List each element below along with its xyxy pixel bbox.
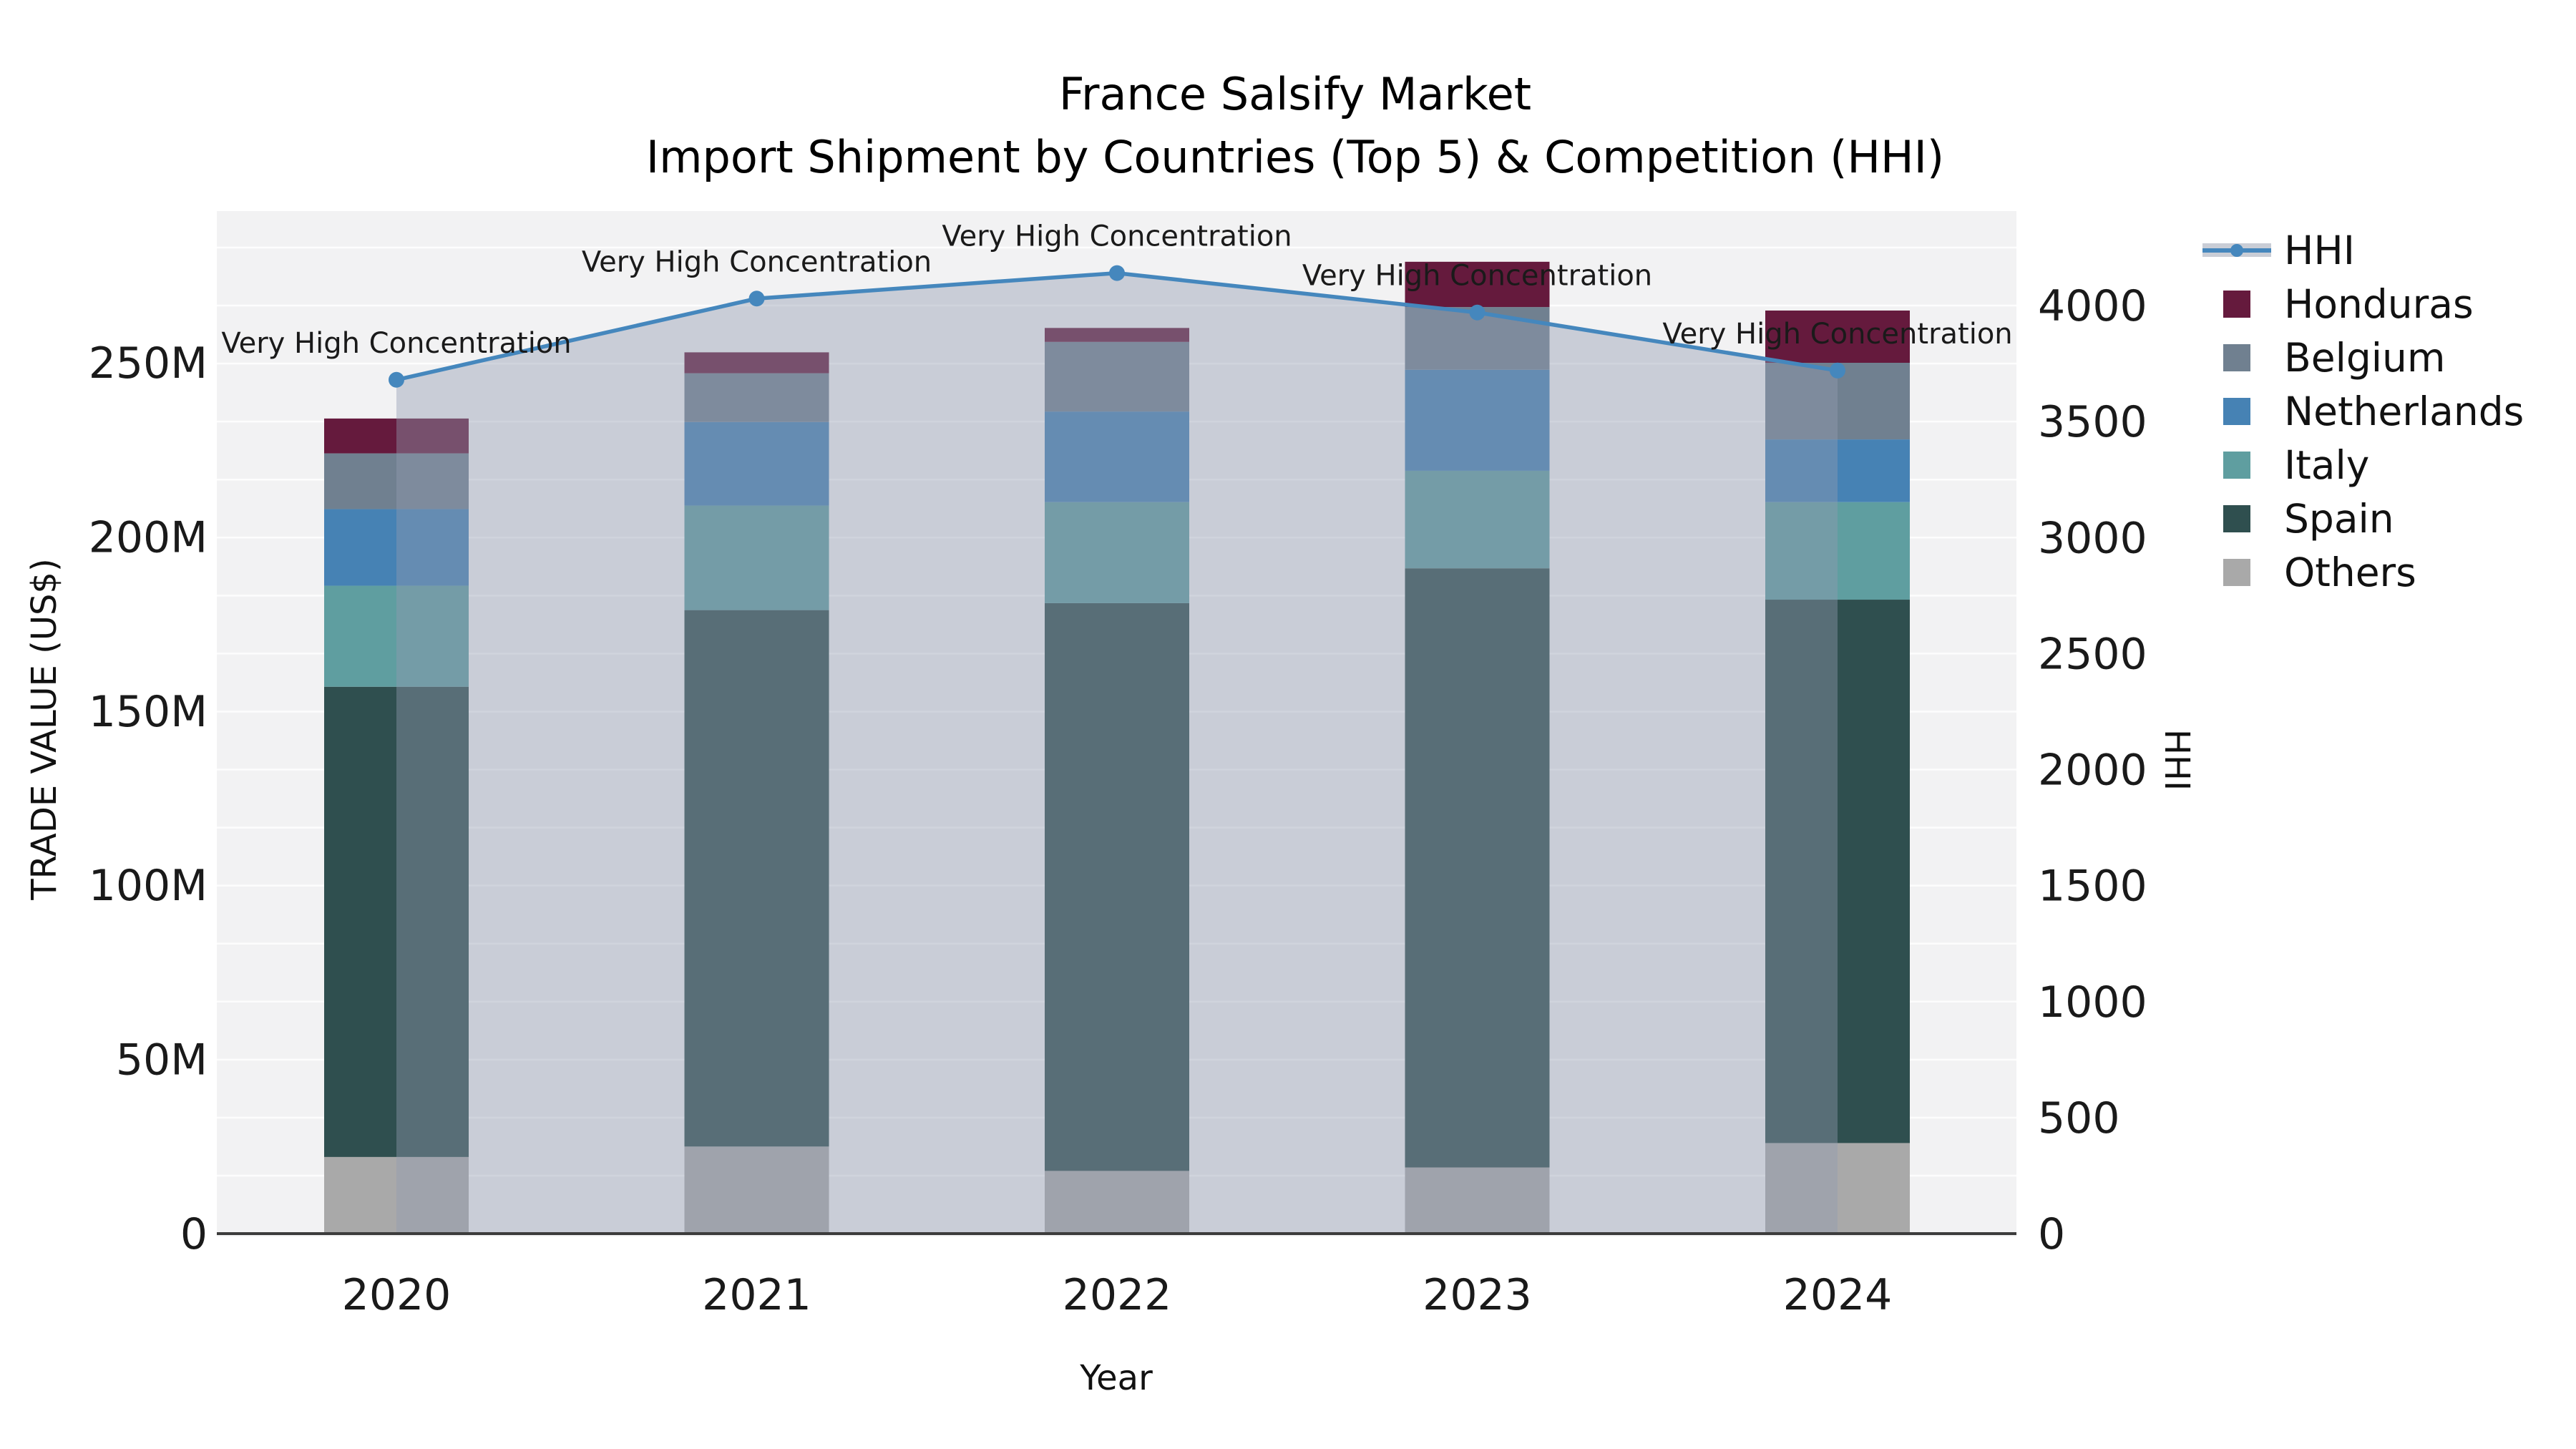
annotation-2021: Very High Concentration xyxy=(582,245,932,278)
legend-item-netherlands: Netherlands xyxy=(2202,384,2524,438)
legend-swatch-icon xyxy=(2202,331,2271,384)
legend-line-sample-icon xyxy=(2202,223,2271,277)
y-axis-title-left: TRADE VALUE (US$) xyxy=(24,558,64,900)
x-tick-2023: 2023 xyxy=(1423,1270,1532,1320)
y-right-tick-3000: 3000 xyxy=(2038,513,2147,563)
x-tick-2022: 2022 xyxy=(1063,1270,1172,1320)
bar-segment-2024-honduras xyxy=(1765,310,1910,363)
y-left-tick-0: 0 xyxy=(180,1209,208,1259)
legend-swatch-icon xyxy=(2202,384,2271,438)
bar-segment-2020-italy xyxy=(324,585,469,687)
bar-segment-2021-others xyxy=(684,1146,829,1234)
legend-label: Spain xyxy=(2284,495,2394,542)
legend-swatch-icon xyxy=(2202,438,2271,492)
bar-segment-2022-netherlands xyxy=(1045,411,1189,502)
legend-color-swatch xyxy=(2223,558,2250,586)
legend: HHI Honduras Belgium Netherlands Italy Spain O… xyxy=(2202,223,2524,599)
y-left-tick-250M: 250M xyxy=(89,338,208,389)
y-left-tick-150M: 150M xyxy=(89,687,208,737)
annotation-2023: Very High Concentration xyxy=(1302,260,1652,293)
hhi-point-2022 xyxy=(1109,265,1125,281)
legend-color-swatch xyxy=(2223,504,2250,532)
hhi-area-fill xyxy=(396,273,1838,1234)
legend-swatch-icon xyxy=(2202,545,2271,599)
legend-color-swatch xyxy=(2223,343,2250,371)
legend-item-others: Others xyxy=(2202,545,2524,599)
legend-color-swatch xyxy=(2223,290,2250,318)
bar-segment-2020-others xyxy=(324,1156,469,1234)
y-right-tick-4000: 4000 xyxy=(2038,281,2147,331)
y-left-tick-200M: 200M xyxy=(89,512,208,562)
legend-label: Others xyxy=(2284,549,2416,595)
bar-segment-2023-honduras xyxy=(1405,261,1550,308)
bar-segment-2022-belgium xyxy=(1045,341,1189,412)
legend-item-belgium: Belgium xyxy=(2202,331,2524,384)
bar-segment-2021-spain xyxy=(684,610,829,1147)
x-tick-2024: 2024 xyxy=(1783,1270,1893,1320)
legend-swatch-icon xyxy=(2202,277,2271,331)
bar-segment-2021-honduras xyxy=(684,352,829,374)
y-axis-title-right: HHI xyxy=(2157,728,2197,791)
bar-segment-2023-others xyxy=(1405,1167,1550,1234)
hhi-point-2023 xyxy=(1469,304,1485,321)
chart-title-line1: France Salsify Market xyxy=(1058,68,1532,120)
bar-segment-2021-italy xyxy=(684,505,829,610)
legend-label: Belgium xyxy=(2284,334,2446,381)
y-right-tick-500: 500 xyxy=(2038,1093,2120,1143)
legend-hhi-dot xyxy=(2230,244,2243,257)
legend-swatch-icon xyxy=(2202,492,2271,545)
annotation-2020: Very High Concentration xyxy=(221,327,571,360)
bar-segment-2023-spain xyxy=(1405,568,1550,1168)
legend-item-spain: Spain xyxy=(2202,492,2524,545)
legend-label: Netherlands xyxy=(2284,388,2524,434)
legend-label: Honduras xyxy=(2284,280,2474,327)
y-right-tick-1500: 1500 xyxy=(2038,862,2147,912)
bar-segment-2024-netherlands xyxy=(1765,439,1910,502)
annotation-2022: Very High Concentration xyxy=(942,220,1292,253)
legend-color-swatch xyxy=(2223,451,2250,479)
bar-segment-2023-italy xyxy=(1405,470,1550,569)
hhi-point-2021 xyxy=(748,291,765,307)
bar-segment-2020-netherlands xyxy=(324,509,469,586)
x-axis-title: Year xyxy=(1080,1358,1153,1398)
bar-segment-2022-italy xyxy=(1045,502,1189,603)
y-right-tick-1000: 1000 xyxy=(2038,977,2147,1028)
y-right-tick-2500: 2500 xyxy=(2038,629,2147,679)
legend-color-swatch xyxy=(2223,397,2250,425)
bar-segment-2024-italy xyxy=(1765,502,1910,600)
legend-item-hhi: HHI xyxy=(2202,223,2524,277)
legend-label: Italy xyxy=(2284,441,2370,488)
x-tick-2020: 2020 xyxy=(342,1270,452,1320)
bar-segment-2022-spain xyxy=(1045,602,1189,1171)
bar-segment-2023-netherlands xyxy=(1405,369,1550,471)
hhi-point-2020 xyxy=(389,371,404,388)
x-tick-2021: 2021 xyxy=(702,1270,811,1320)
bar-segment-2020-belgium xyxy=(324,453,469,509)
y-right-tick-3500: 3500 xyxy=(2038,397,2147,447)
hhi-point-2024 xyxy=(1830,362,1845,379)
y-right-tick-2000: 2000 xyxy=(2038,746,2147,796)
legend-label: HHI xyxy=(2284,227,2355,273)
bar-segment-2022-others xyxy=(1045,1171,1189,1234)
y-left-tick-100M: 100M xyxy=(89,861,208,911)
bar-segment-2022-honduras xyxy=(1045,328,1189,342)
chart-title: France Salsify Market Import Shipment by… xyxy=(644,63,1946,189)
bar-segment-2021-belgium xyxy=(684,373,829,422)
bar-segment-2024-spain xyxy=(1765,600,1910,1143)
annotation-2024: Very High Concentration xyxy=(1662,318,2012,351)
chart-title-line2: Import Shipment by Countries (Top 5) & C… xyxy=(645,131,1945,184)
bar-segment-2020-honduras xyxy=(324,418,469,454)
bar-segment-2021-netherlands xyxy=(684,421,829,506)
y-left-tick-50M: 50M xyxy=(116,1035,208,1085)
bar-segment-2020-spain xyxy=(324,686,469,1157)
y-right-tick-0: 0 xyxy=(2038,1209,2065,1259)
legend-item-italy: Italy xyxy=(2202,438,2524,492)
bar-segment-2024-others xyxy=(1765,1143,1910,1234)
legend-item-honduras: Honduras xyxy=(2202,277,2524,331)
